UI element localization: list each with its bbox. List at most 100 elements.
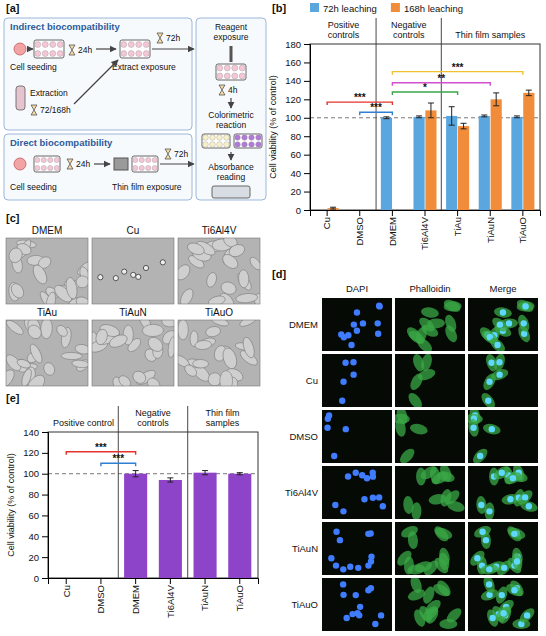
- text-line: controls: [393, 30, 425, 40]
- nucleus-stain: [485, 398, 491, 404]
- bar: [89, 578, 112, 579]
- y-tick-mark: [42, 515, 48, 516]
- diagram-label: Thin film exposure: [112, 182, 182, 192]
- error-bar: [428, 103, 434, 118]
- nucleus-stain: [500, 309, 506, 315]
- error-bar: [133, 471, 139, 477]
- actin-stain: [516, 301, 535, 312]
- actin-stain: [406, 391, 425, 407]
- arrow: [94, 163, 110, 164]
- diagram-label: 24h: [76, 159, 90, 169]
- micrograph-cell: [16, 358, 32, 370]
- error-bar: [383, 117, 389, 119]
- actin-stain: [492, 354, 507, 372]
- nucleus-stain: [339, 398, 345, 404]
- diagram-label: 72h: [174, 149, 188, 159]
- bar: [425, 110, 436, 210]
- bar: [228, 474, 251, 578]
- error-bar-cap: [449, 106, 455, 107]
- significance-label: ***: [112, 453, 124, 464]
- error-bar-cap: [237, 472, 243, 473]
- reader-icon: [212, 186, 250, 198]
- nucleus-stain: [340, 581, 346, 587]
- error-bar-cap: [237, 474, 243, 475]
- plate-well: [249, 142, 255, 148]
- x-axis: CuDMSODMEMTi6Al4VTiAuTiAuNTiAuO: [311, 210, 541, 250]
- nucleus-stain: [500, 610, 506, 616]
- actin-stain: [479, 391, 498, 407]
- nucleus-stain: [350, 359, 356, 365]
- y-tick: 140: [285, 75, 310, 86]
- x-tick-label: DMSO: [354, 217, 365, 246]
- column-header: Merge: [490, 283, 517, 294]
- actin-stain: [484, 502, 495, 519]
- nucleus-stain: [511, 587, 517, 593]
- legend-swatch: [310, 3, 319, 12]
- x-tick: TiAu: [452, 210, 463, 236]
- text-line: controls: [328, 30, 360, 40]
- micrograph-cell: [113, 276, 118, 281]
- significance-label: ***: [354, 92, 366, 103]
- significance: ***: [101, 453, 136, 466]
- micrograph: [178, 320, 260, 386]
- micrograph-label: TiAuN: [119, 307, 146, 318]
- group-divider: [187, 406, 188, 578]
- x-tick: DMSO: [95, 578, 106, 614]
- micrograph-cell: [186, 241, 206, 257]
- error-bar-cap: [330, 207, 336, 208]
- fluorescence-image: [468, 466, 538, 519]
- plate-well: [210, 135, 216, 141]
- nucleus-stain: [370, 495, 376, 501]
- nucleus-stain: [496, 359, 502, 365]
- y-tick-label: 40: [28, 531, 39, 542]
- x-tick-mark: [100, 578, 101, 584]
- image-background: [468, 298, 538, 351]
- group-label: Thin filmsamples: [205, 408, 239, 428]
- x-tick: Cu: [321, 210, 332, 229]
- nucleus-stain: [341, 334, 347, 340]
- plate-well: [128, 51, 134, 57]
- error-bar-cap: [428, 103, 434, 104]
- micrograph-cell: [235, 293, 258, 304]
- y-tick: 40: [290, 168, 310, 179]
- actin-stain: [515, 488, 535, 508]
- nucleus-stain: [365, 587, 371, 593]
- micrograph-cell: [142, 324, 163, 337]
- actin-stain: [490, 315, 510, 334]
- fluorescence-image: [395, 522, 465, 575]
- hourglass-icon: [67, 159, 73, 169]
- actin-stain: [493, 306, 512, 319]
- actin-stain: [430, 470, 451, 487]
- row-label: Ti6Al4V: [285, 487, 319, 498]
- plot-frame: [48, 432, 258, 578]
- error-bar: [202, 471, 208, 475]
- bar: [523, 93, 534, 210]
- plate-well: [136, 42, 142, 48]
- plate-well: [143, 42, 149, 48]
- text-line: Thin film samples: [455, 30, 526, 40]
- y-tick: 60: [28, 510, 48, 521]
- error-bar-cap: [493, 105, 499, 106]
- y-axis-title: Cell viability (% of control): [268, 75, 278, 179]
- x-tick-label: TiAuN: [485, 217, 496, 243]
- significance-label: *: [423, 82, 427, 93]
- nucleus-stain: [494, 342, 500, 348]
- actin-stain: [415, 335, 435, 351]
- x-tick-label: Cu: [321, 217, 332, 229]
- nucleus-stain: [340, 592, 346, 598]
- y-tick-mark: [42, 495, 48, 496]
- arrow: [74, 60, 118, 104]
- significance-label: ***: [95, 442, 107, 453]
- group-label: Positive control: [53, 418, 114, 428]
- diagram-label: Cell seeding: [10, 62, 57, 72]
- micrograph-cell: [122, 269, 127, 274]
- nucleus-stain: [521, 320, 527, 326]
- group-divider: [118, 406, 119, 578]
- significance: **: [392, 73, 490, 86]
- error-bar-stem: [463, 123, 464, 129]
- micrograph-cell: [205, 271, 218, 288]
- nucleus-stain: [474, 555, 480, 561]
- actin-stain: [503, 470, 524, 487]
- micrograph-cell: [40, 320, 52, 339]
- error-bar: [330, 207, 336, 209]
